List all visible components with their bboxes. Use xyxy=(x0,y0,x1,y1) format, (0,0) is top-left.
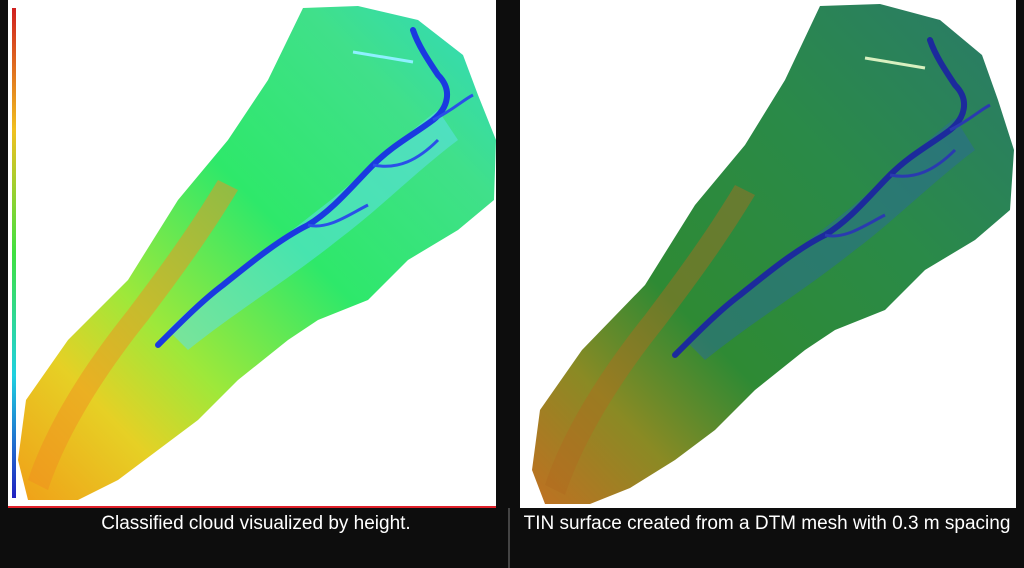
tin-surface-image xyxy=(520,0,1016,508)
caption-right: TIN surface created from a DTM mesh with… xyxy=(523,513,1011,534)
caption-divider xyxy=(508,508,510,568)
tin-river-channel xyxy=(672,37,967,358)
height-scale-bar xyxy=(12,8,16,498)
tin-terrain-shape xyxy=(532,4,1014,504)
terrain-shape xyxy=(18,6,496,500)
panel-bottom-line xyxy=(8,506,496,508)
caption-left: Classified cloud visualized by height. xyxy=(101,513,411,534)
river-channel xyxy=(155,27,450,348)
height-colored-cloud-image xyxy=(8,0,496,508)
